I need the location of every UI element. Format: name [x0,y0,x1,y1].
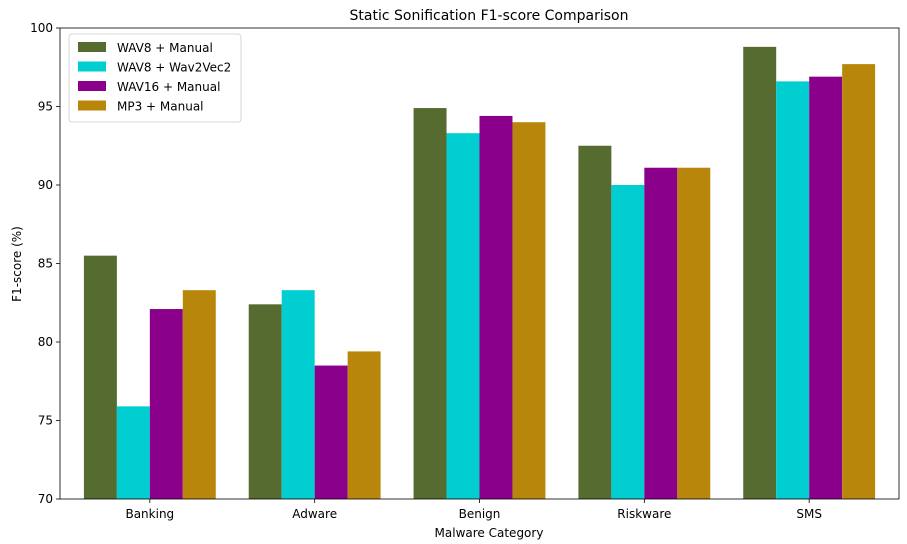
y-tick-label: 80 [38,335,53,349]
bar-adware-series-4 [347,351,381,499]
legend-swatch [78,42,106,52]
x-axis-title: Malware Category [435,526,544,540]
bar-adware-series-3 [314,365,348,499]
legend-swatch [78,81,106,91]
chart-title: Static Sonification F1-score Comparison [350,8,629,24]
x-tick-label: Riskware [617,507,671,521]
legend-swatch [78,100,106,111]
bar-banking-series-2 [116,406,150,499]
axes-layer: Banking Adware Benign Riskware SMS 70 75 80 85 90… [30,21,900,521]
bar-sms-series-1 [743,46,777,500]
bar-banking-series-1 [83,255,117,499]
x-tick-label: Benign [459,507,501,521]
x-tick-label: Adware [292,507,337,521]
legend-label: WAV8 + Manual [117,41,213,55]
y-tick-label: 100 [30,21,53,35]
x-tick-label: SMS [796,507,822,521]
legend-label: WAV16 + Manual [117,80,220,94]
bar-adware-series-1 [248,304,282,499]
legend-label: WAV8 + Wav2Vec2 [117,61,231,75]
legend: WAV8 + Manual WAV8 + Wav2Vec2 WAV16 + Manu… [68,33,242,123]
bar-riskware-series-4 [677,167,711,500]
bar-sms-series-3 [809,76,843,500]
bar-riskware-series-2 [611,185,645,499]
bar-benign-series-1 [413,108,447,499]
bar-adware-series-2 [281,290,315,499]
legend-swatch [78,61,106,72]
x-tick-label: Banking [125,507,174,521]
y-tick-label: 90 [38,178,53,192]
bar-benign-series-3 [479,115,513,500]
legend-box [68,33,242,123]
bar-benign-series-4 [512,122,546,499]
y-tick-label: 75 [38,414,53,428]
legend-label: MP3 + Manual [117,100,204,114]
bar-riskware-series-3 [644,167,678,500]
bar-riskware-series-1 [578,145,612,499]
bar-banking-series-4 [182,290,216,499]
bar-banking-series-3 [149,309,183,499]
y-axis-title: F1-score (%) [10,226,24,302]
y-tick-label: 70 [38,492,53,506]
bars-layer [83,46,876,500]
y-tick-label: 85 [38,257,53,271]
bar-benign-series-2 [446,133,480,499]
bar-sms-series-2 [776,81,810,499]
y-tick-label: 95 [38,100,53,114]
bar-sms-series-4 [842,64,876,500]
plot-frame [59,27,900,500]
